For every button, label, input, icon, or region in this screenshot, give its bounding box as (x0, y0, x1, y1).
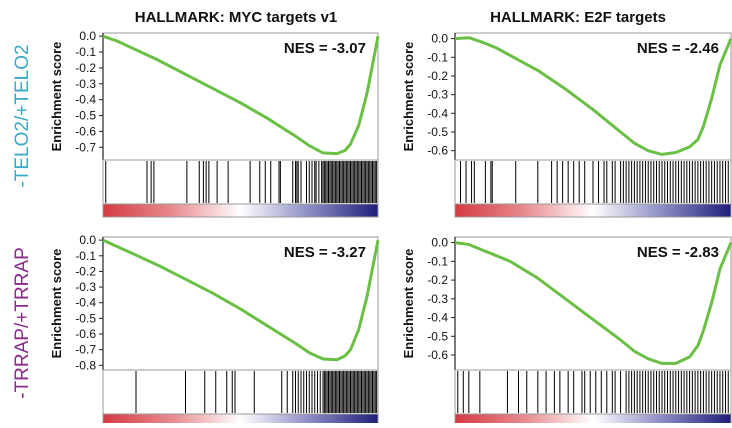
y-tick-label: -0.3 (75, 77, 96, 91)
y-tick-label: -0.8 (75, 358, 96, 372)
y-tick-label: 0.0 (79, 29, 96, 43)
y-tick-label: -0.4 (75, 93, 96, 107)
y-tick-label: -0.6 (75, 327, 96, 341)
y-tick-label: -0.5 (427, 125, 448, 139)
y-tick-label: -0.6 (75, 124, 96, 138)
ranked-list-bar (454, 203, 732, 218)
y-tick-label: -0.6 (427, 144, 448, 158)
y-axis-label: Enrichment score (49, 249, 64, 359)
y-tick-label: -0.2 (75, 264, 96, 278)
hits-frame (454, 369, 732, 415)
y-tick-label: -0.4 (427, 311, 448, 325)
enrichment-curve (102, 238, 380, 362)
y-tick-label: -0.3 (75, 280, 96, 294)
y-tick-label: 0.0 (431, 32, 448, 46)
gsea-panel: 0.0 -0.1 -0.2 -0.3 -0.4 -0.5 -0.6 Enrichment sc… (401, 236, 732, 428)
enrichment-curve (102, 34, 380, 156)
nes-annotation: NES = -3.07 (284, 40, 366, 57)
gsea-panel: 0.0 -0.1 -0.2 -0.3 -0.4 -0.5 -0.6 Enrichment sc… (401, 32, 732, 218)
column-title: HALLMARK: E2F targets (490, 9, 666, 26)
y-tick-label: -0.7 (75, 343, 96, 357)
ranked-list-bar (102, 203, 379, 218)
y-axis-label: Enrichment score (401, 42, 416, 152)
y-axis-label: Enrichment score (49, 42, 64, 152)
enrichment-curve (454, 36, 732, 156)
y-tick-label: -0.5 (75, 311, 96, 325)
nes-annotation: NES = -2.83 (637, 244, 719, 261)
y-tick-label: -0.7 (75, 140, 96, 154)
y-tick-label: -0.4 (427, 106, 448, 120)
y-tick-label: -0.2 (75, 61, 96, 75)
ranked-list-bar (102, 413, 379, 428)
y-tick-label: 0.0 (431, 236, 448, 250)
row-label: -TRRAP/+TRRAP (12, 247, 33, 399)
y-axis-label: Enrichment score (401, 249, 416, 359)
nes-annotation: NES = -3.27 (284, 244, 366, 261)
y-tick-label: -0.1 (427, 50, 448, 64)
y-tick-label: -0.2 (427, 69, 448, 83)
column-title: HALLMARK: MYC targets v1 (135, 9, 338, 26)
y-tick-label: -0.3 (427, 292, 448, 306)
y-tick-label: -0.2 (427, 273, 448, 287)
y-tick-label: -0.1 (427, 254, 448, 268)
y-tick-label: 0.0 (79, 233, 96, 247)
row-label: -TELO2/+TELO2 (12, 44, 33, 187)
y-tick-label: -0.1 (75, 249, 96, 263)
y-tick-label: -0.5 (427, 329, 448, 343)
y-tick-label: -0.6 (427, 348, 448, 362)
y-tick-label: -0.1 (75, 45, 96, 59)
nes-annotation: NES = -2.46 (637, 40, 719, 57)
y-tick-label: -0.3 (427, 88, 448, 102)
ranked-list-bar (454, 413, 732, 428)
y-tick-label: -0.5 (75, 109, 96, 123)
y-tick-label: -0.4 (75, 296, 96, 310)
gsea-panel: 0.0 -0.1-0.2 -0.3 -0.4-0.5 -0.6 -0.7-0.8 Enric… (49, 233, 380, 428)
gsea-panel: 0.0 -0.1 -0.2 -0.3 -0.4 -0.5-0.6 -0.7 Enrichmen… (49, 29, 380, 218)
enrichment-curve (454, 241, 732, 365)
